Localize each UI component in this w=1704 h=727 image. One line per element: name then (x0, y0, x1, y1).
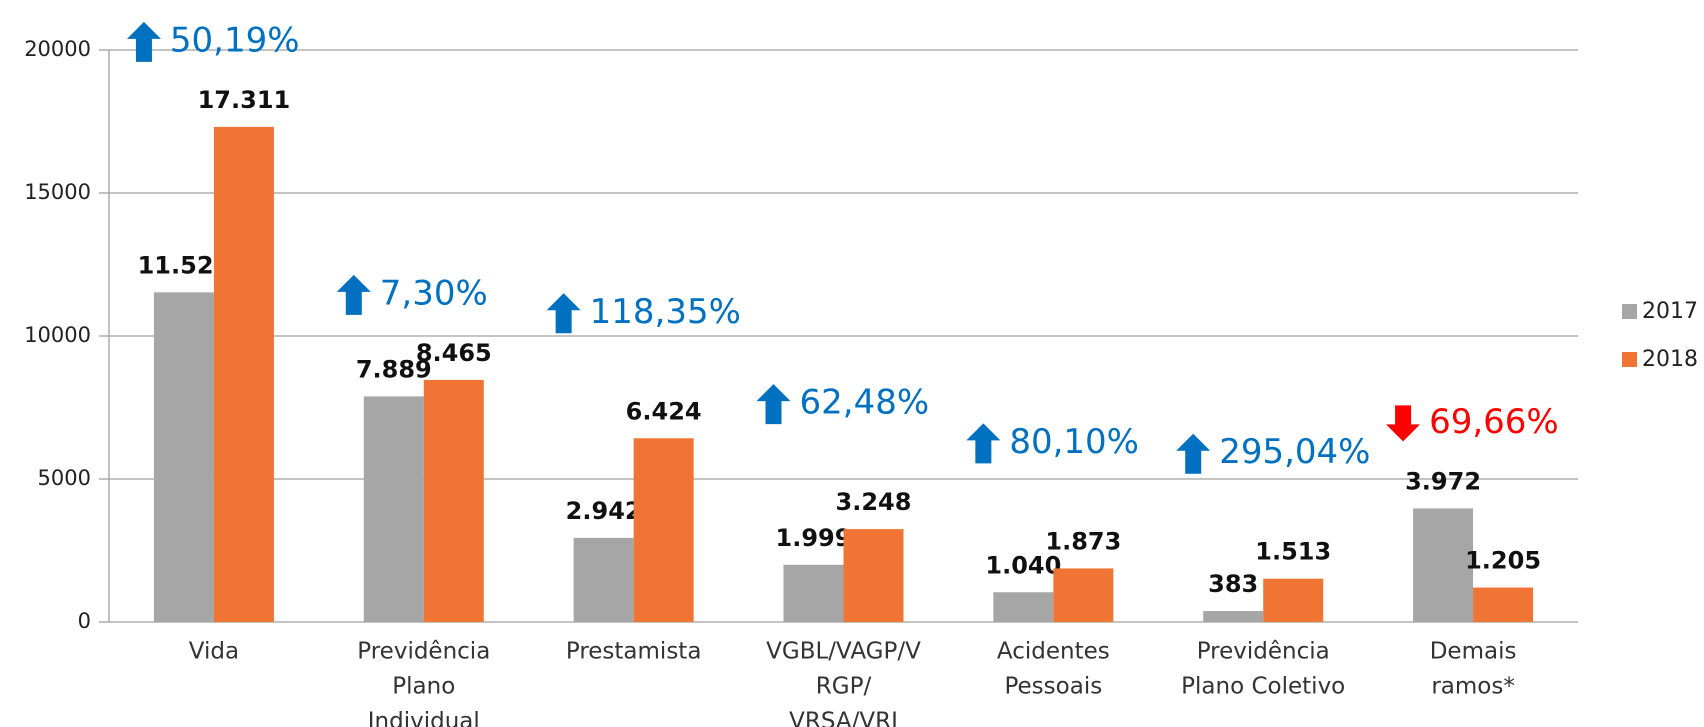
value-label: 1.040 (985, 551, 1061, 579)
legend-swatch (1622, 304, 1637, 319)
y-tick-label: 10000 (24, 323, 91, 347)
annotation: 80,10% (1009, 422, 1139, 462)
x-tick-label: Previdência (357, 639, 490, 665)
annotation-arrow (126, 21, 161, 62)
bar (1473, 587, 1534, 622)
bar (573, 537, 634, 622)
bar (1053, 568, 1114, 622)
bar (363, 396, 424, 622)
annotation-arrow (756, 384, 791, 425)
bar (993, 592, 1054, 622)
x-tick-label: Previdência (1197, 639, 1330, 665)
x-tick-label: VGBL/VAGP/V (766, 639, 921, 665)
annotation: 7,30% (380, 273, 488, 313)
x-tick-label: Prestamista (566, 639, 702, 665)
value-label: 3.248 (836, 488, 912, 516)
bar (213, 126, 274, 623)
value-label: 17.311 (198, 86, 291, 114)
annotation: 69,66% (1429, 402, 1559, 442)
annotation-arrow (966, 423, 1001, 464)
annotation-arrow (336, 274, 371, 315)
value-label: 6.424 (626, 397, 702, 425)
y-tick-label: 0 (78, 609, 91, 633)
x-tick-label: RGP/ (816, 674, 872, 700)
legend-label: 2018 (1642, 347, 1698, 372)
legend-label: 2017 (1642, 299, 1698, 324)
bar (153, 292, 214, 622)
x-tick-label: Pessoais (1004, 674, 1102, 700)
value-label: 383 (1208, 570, 1258, 598)
annotation-arrow (546, 293, 581, 334)
x-tick-label: ramos* (1431, 674, 1515, 700)
legend-swatch (1622, 352, 1637, 367)
x-tick-label: Demais (1430, 639, 1517, 665)
annotation: 295,04% (1219, 432, 1370, 472)
bar (423, 379, 484, 622)
annotation-arrow (1176, 433, 1211, 474)
value-label: 8.465 (416, 339, 492, 367)
bar (843, 529, 904, 622)
y-tick-label: 5000 (38, 466, 91, 490)
annotation: 118,35% (590, 292, 741, 332)
bar (1203, 611, 1264, 622)
value-label: 1.873 (1045, 527, 1121, 555)
value-label: 3.972 (1405, 467, 1481, 495)
annotation: 62,48% (800, 383, 930, 423)
x-tick-label: VRSA/VRI (789, 709, 898, 727)
x-tick-label: Vida (189, 639, 239, 665)
y-tick-label: 15000 (24, 180, 91, 204)
x-tick-label: Plano (392, 674, 455, 700)
bar (1263, 578, 1324, 622)
x-tick-label: Plano Coletivo (1181, 674, 1345, 700)
value-label: 1.513 (1255, 538, 1331, 566)
bar (1413, 508, 1474, 622)
value-label: 7.889 (356, 355, 432, 383)
x-tick-label: Acidentes (997, 639, 1110, 665)
annotation: 50,19% (170, 20, 300, 60)
y-tick-label: 20000 (24, 37, 91, 61)
x-tick-label: Individual (368, 709, 480, 727)
value-label: 2.942 (566, 497, 642, 525)
value-label: 1.205 (1465, 547, 1541, 575)
bar (783, 564, 844, 622)
annotation-arrow (1386, 405, 1421, 442)
value-label: 1.999 (776, 524, 852, 552)
bar (633, 438, 694, 622)
